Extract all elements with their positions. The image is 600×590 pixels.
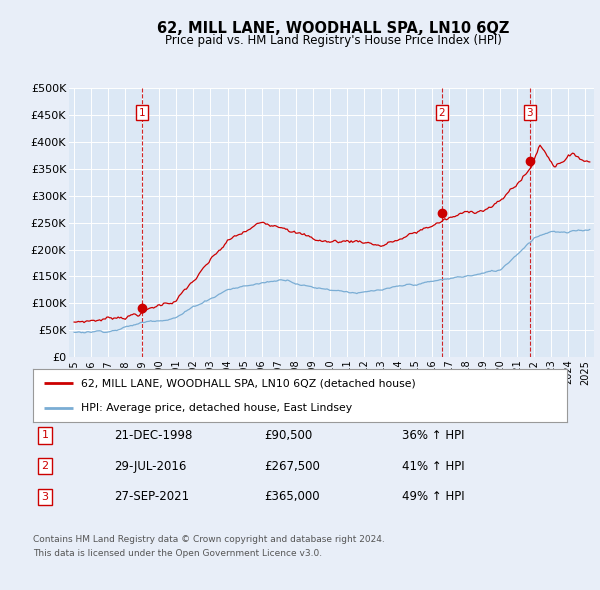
Text: 62, MILL LANE, WOODHALL SPA, LN10 6QZ (detached house): 62, MILL LANE, WOODHALL SPA, LN10 6QZ (d…: [81, 378, 416, 388]
Text: 29-JUL-2016: 29-JUL-2016: [114, 460, 187, 473]
Text: £267,500: £267,500: [264, 460, 320, 473]
Text: HPI: Average price, detached house, East Lindsey: HPI: Average price, detached house, East…: [81, 402, 352, 412]
Text: 27-SEP-2021: 27-SEP-2021: [114, 490, 189, 503]
Text: Price paid vs. HM Land Registry's House Price Index (HPI): Price paid vs. HM Land Registry's House …: [164, 34, 502, 47]
Text: 3: 3: [527, 107, 533, 117]
Text: 2: 2: [41, 461, 49, 471]
Text: 3: 3: [41, 492, 49, 502]
Text: 2: 2: [439, 107, 445, 117]
Text: £90,500: £90,500: [264, 429, 312, 442]
Text: 49% ↑ HPI: 49% ↑ HPI: [402, 490, 464, 503]
Text: 1: 1: [41, 431, 49, 440]
Text: £365,000: £365,000: [264, 490, 320, 503]
Text: 36% ↑ HPI: 36% ↑ HPI: [402, 429, 464, 442]
Text: 41% ↑ HPI: 41% ↑ HPI: [402, 460, 464, 473]
Text: Contains HM Land Registry data © Crown copyright and database right 2024.: Contains HM Land Registry data © Crown c…: [33, 535, 385, 545]
Text: 62, MILL LANE, WOODHALL SPA, LN10 6QZ: 62, MILL LANE, WOODHALL SPA, LN10 6QZ: [157, 21, 509, 35]
Text: This data is licensed under the Open Government Licence v3.0.: This data is licensed under the Open Gov…: [33, 549, 322, 558]
Text: 21-DEC-1998: 21-DEC-1998: [114, 429, 193, 442]
Text: 1: 1: [139, 107, 145, 117]
